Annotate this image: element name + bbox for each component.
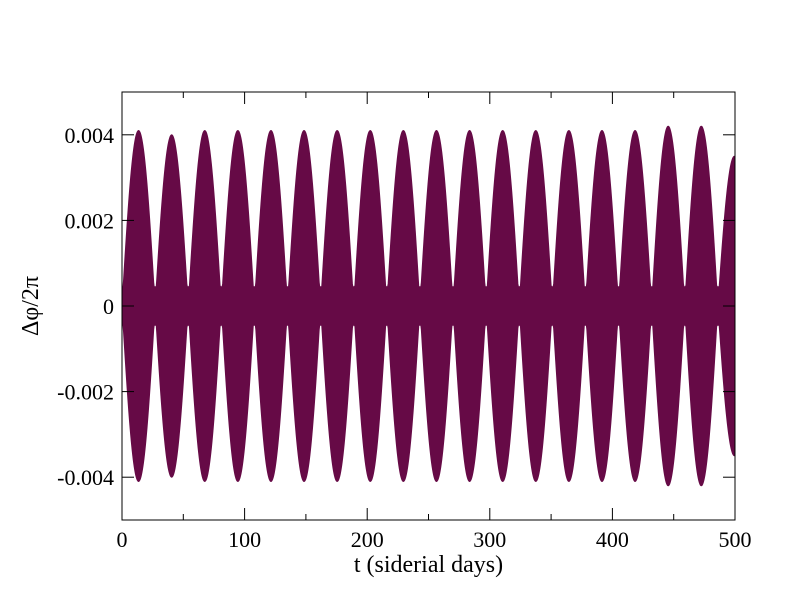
x-tick-label: 500	[719, 527, 752, 552]
y-axis-label: Δφ/2π	[18, 276, 44, 336]
y-tick-label: 0	[103, 294, 114, 319]
x-tick-label: 0	[117, 527, 128, 552]
x-tick-label: 300	[473, 527, 506, 552]
y-tick-label: -0.004	[57, 465, 114, 490]
x-tick-label: 400	[596, 527, 629, 552]
x-tick-label: 200	[351, 527, 384, 552]
x-tick-label: 100	[228, 527, 261, 552]
ticks-layer: 0 100 200 300 400 500 -0.004 -0.002 0 0.002 0.004	[57, 92, 752, 552]
y-tick-label: -0.002	[57, 380, 114, 405]
y-tick-label: 0.004	[65, 123, 115, 148]
y-tick-label: 0.002	[65, 208, 115, 233]
x-axis-label: t (siderial days)	[354, 552, 503, 578]
